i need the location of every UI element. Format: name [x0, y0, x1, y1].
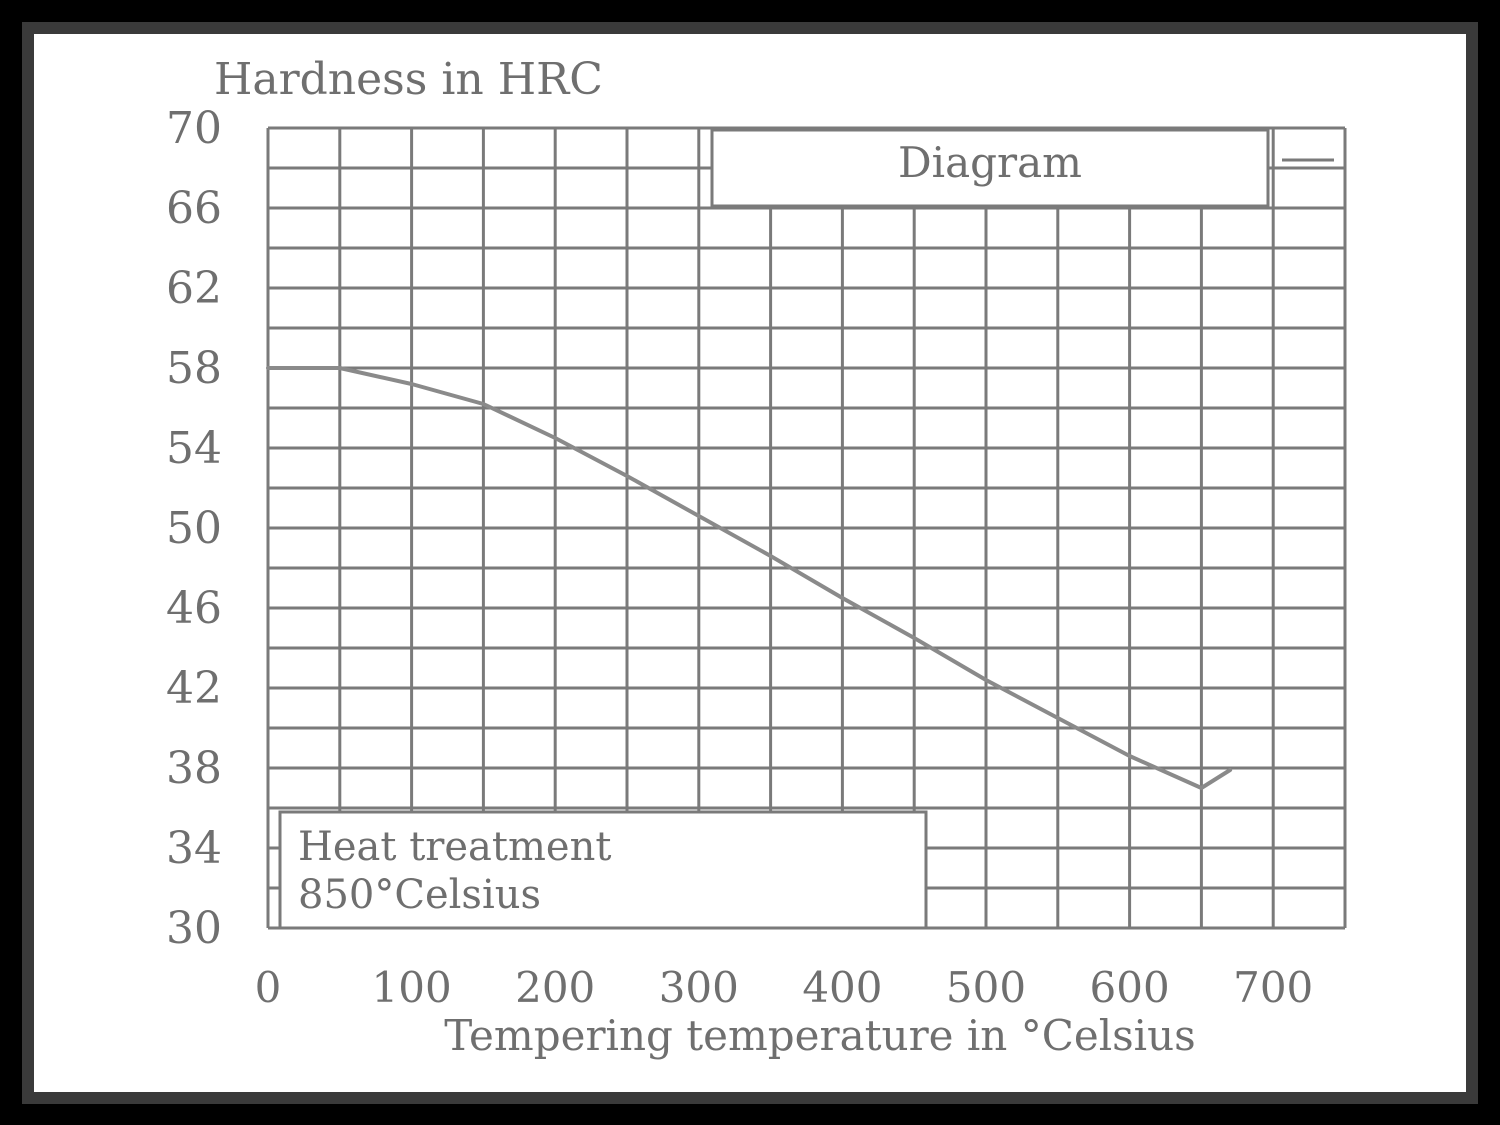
- y-tick-label: 34: [166, 823, 222, 874]
- y-axis-label: Hardness in HRC: [214, 54, 603, 105]
- hardness-curve: [266, 366, 1233, 790]
- x-tick-label: 500: [946, 963, 1026, 1012]
- curve-layer: [266, 366, 1233, 790]
- label-boxes: [278, 128, 1334, 930]
- x-tick-label: 700: [1233, 963, 1313, 1012]
- x-axis-label: Tempering temperature in °Celsius: [444, 1011, 1195, 1060]
- title-box: [710, 128, 1270, 208]
- x-tick-label: 400: [802, 963, 882, 1012]
- x-tick-label: 300: [659, 963, 739, 1012]
- y-tick-label: 70: [166, 103, 222, 154]
- y-tick-label: 66: [166, 183, 222, 234]
- annotation-line: 850°Celsius: [298, 872, 541, 918]
- x-tick-label: 600: [1090, 963, 1170, 1012]
- grid: [266, 126, 1347, 930]
- y-tick-label: 38: [166, 743, 222, 794]
- chart-title: Diagram: [898, 138, 1082, 187]
- x-tick-label: 200: [515, 963, 595, 1012]
- y-tick-label: 62: [166, 263, 222, 314]
- annotation-line: Heat treatment: [298, 824, 611, 870]
- y-tick-label: 50: [166, 503, 222, 554]
- annotation-box: [278, 810, 928, 930]
- y-tick-label: 42: [166, 663, 222, 714]
- y-tick-label: 30: [166, 903, 222, 954]
- x-tick-label: 0: [255, 963, 282, 1012]
- y-tick-label: 54: [166, 423, 222, 474]
- y-tick-label: 46: [166, 583, 222, 634]
- x-tick-label: 100: [372, 963, 452, 1012]
- y-tick-label: 58: [166, 343, 222, 394]
